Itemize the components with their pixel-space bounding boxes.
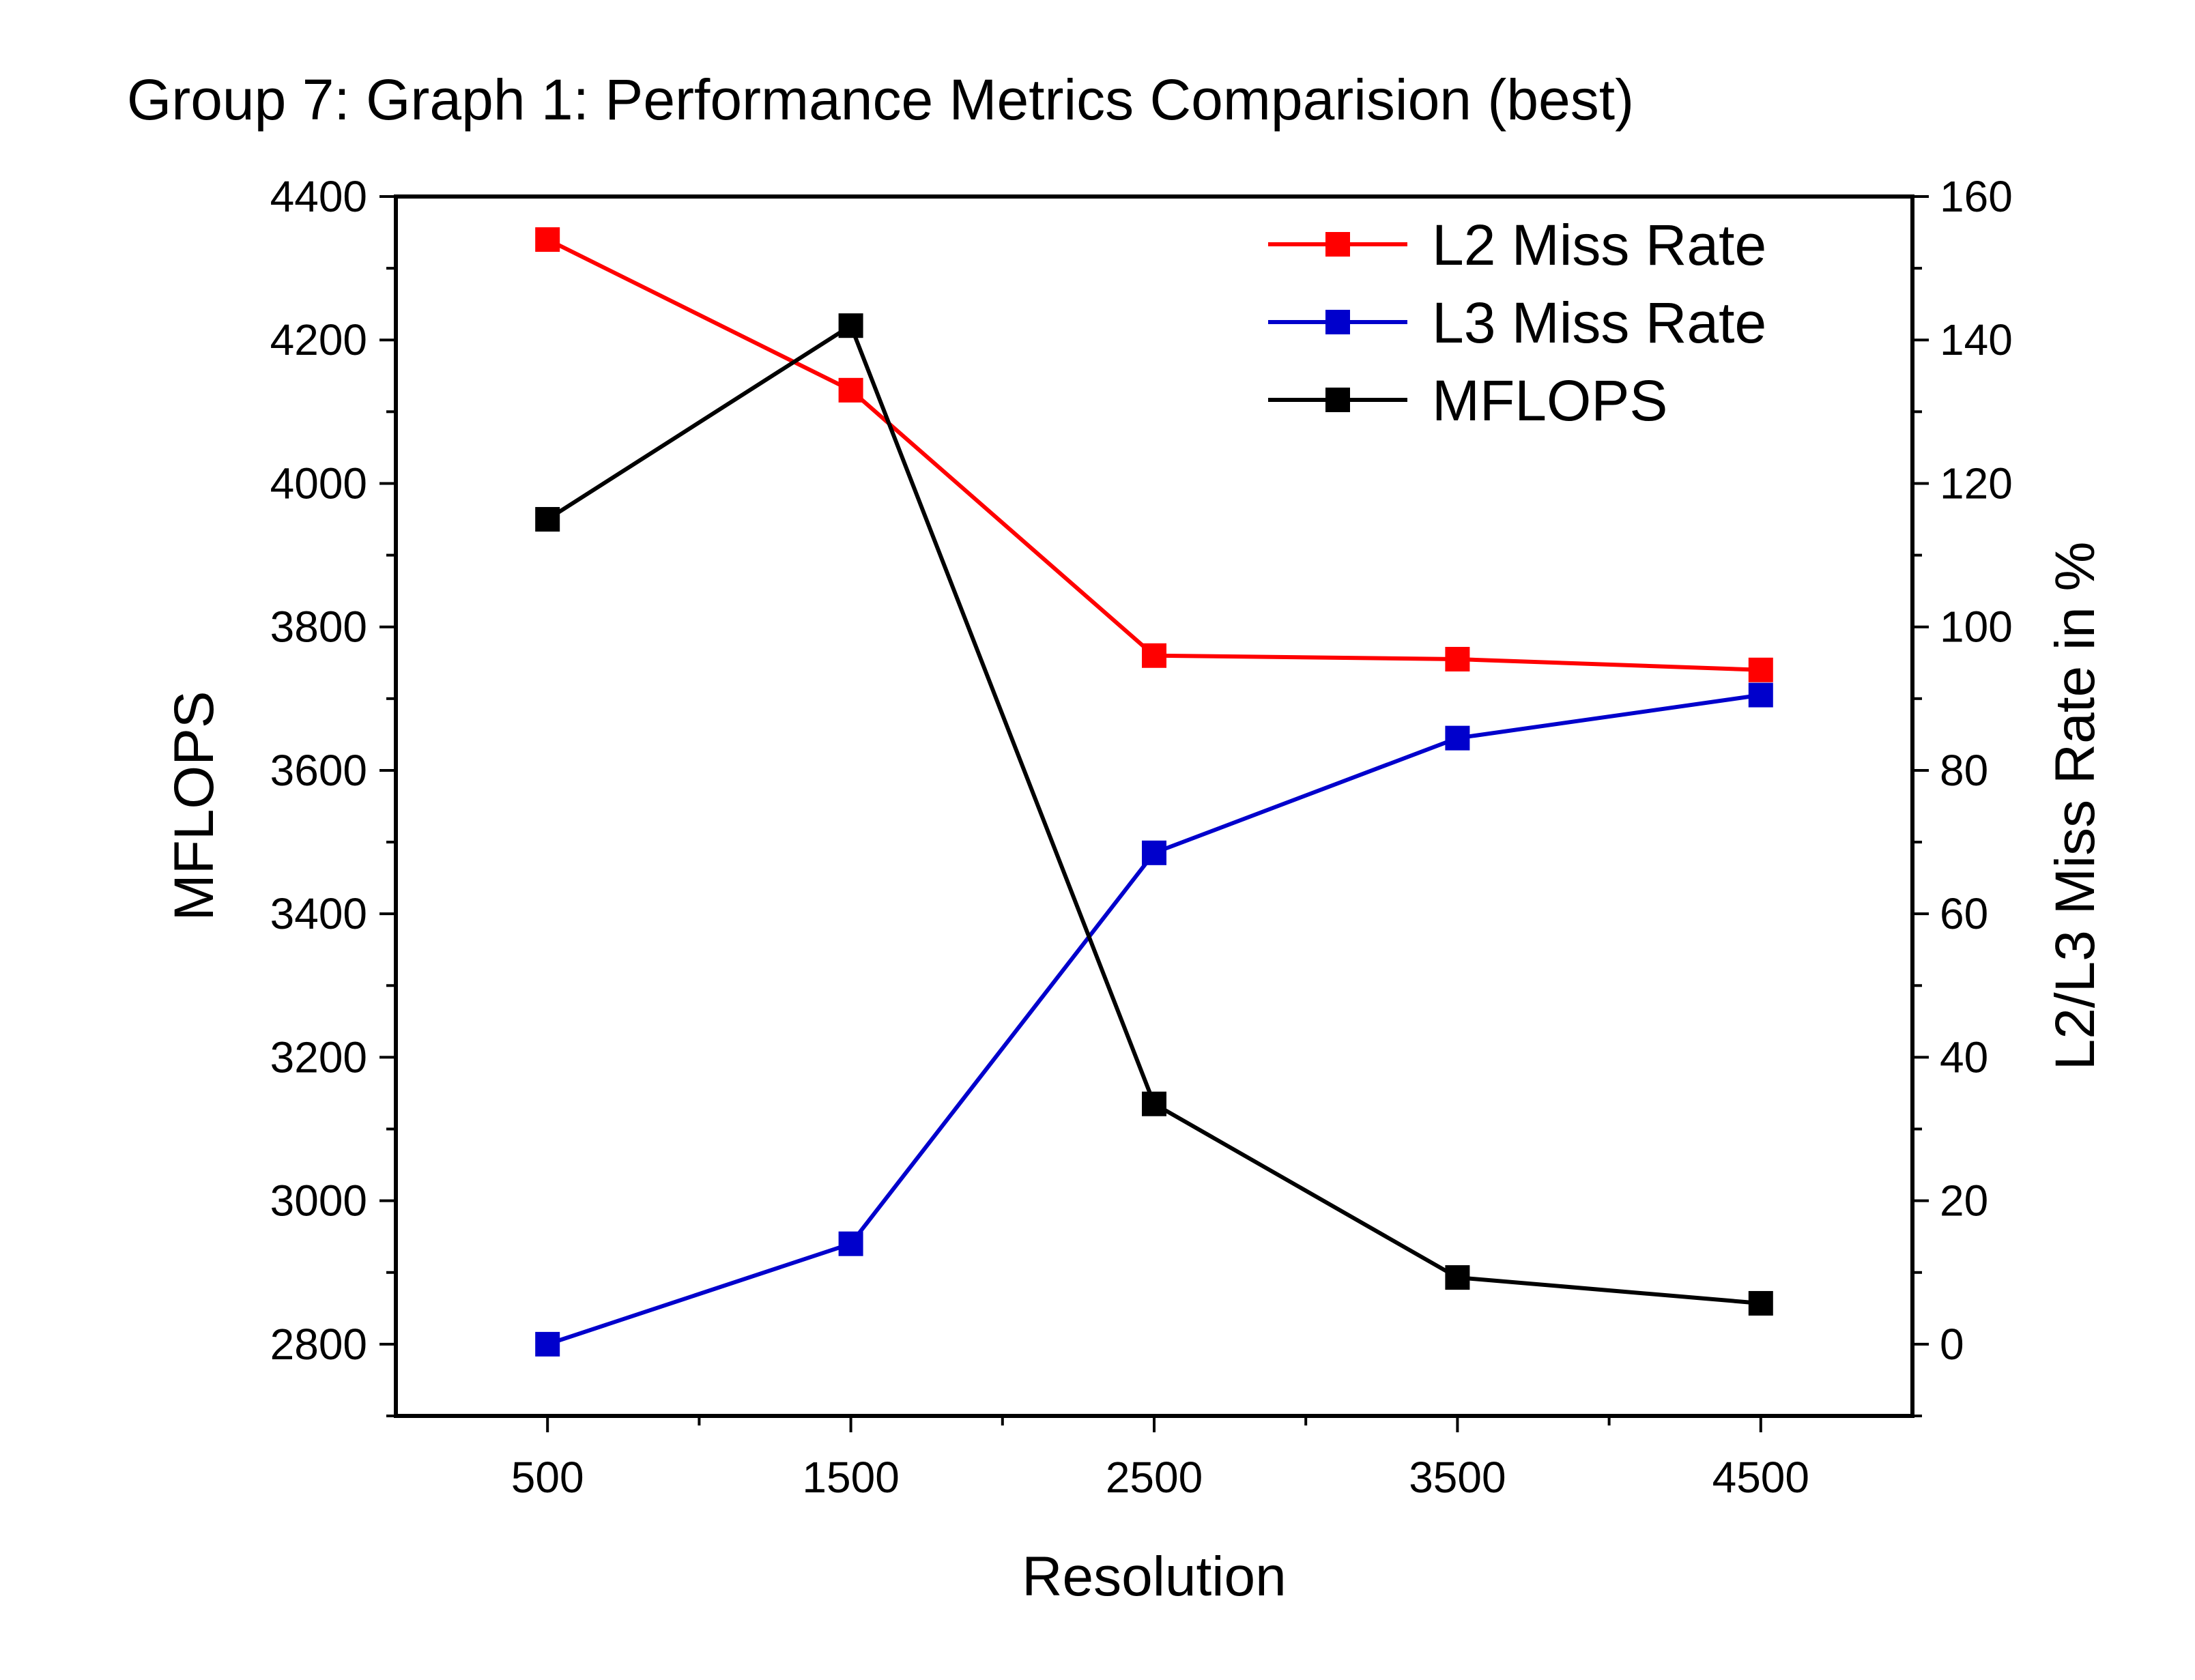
data-point-mflops: [838, 313, 863, 338]
legend-label: L2 Miss Rate: [1432, 213, 1766, 277]
data-point-l2-miss-rate: [535, 227, 560, 252]
chart-title: Group 7: Graph 1: Performance Metrics Co…: [127, 68, 1634, 132]
y-right-tick-label: 20: [1940, 1176, 1988, 1226]
legend-label: MFLOPS: [1432, 368, 1667, 433]
legend-marker: [1325, 388, 1350, 412]
plot-frame: [394, 194, 1914, 1418]
y-left-tick-label: 4400: [270, 172, 367, 221]
y-right-tick-label: 160: [1940, 172, 2013, 221]
y-left-tick-label: 3200: [270, 1032, 367, 1082]
legend: L2 Miss Rate L3 Miss Rate MFLOPS: [1268, 213, 1766, 433]
data-point-mflops: [1142, 1091, 1166, 1116]
y-right-tick-label: 140: [1940, 315, 2013, 364]
data-point-mflops: [1445, 1265, 1470, 1290]
y-right-tick-label: 60: [1940, 889, 1988, 938]
data-point-mflops: [535, 507, 560, 532]
data-point-l3-miss-rate: [1445, 725, 1470, 751]
data-point-l2-miss-rate: [1142, 643, 1166, 668]
x-tick-label: 4500: [1712, 1453, 1809, 1502]
axes: [394, 194, 1914, 1418]
y-right-tick-label: 120: [1940, 459, 2013, 508]
y-axis-right-title: L2/L3 Miss Rate in %: [2044, 542, 2106, 1071]
data-point-l3-miss-rate: [1142, 840, 1166, 865]
data-point-l3-miss-rate: [535, 1331, 560, 1357]
ticks: [379, 195, 1929, 1432]
y-left-tick-label: 3000: [270, 1176, 367, 1226]
data-point-l3-miss-rate: [1748, 682, 1773, 708]
y-left-tick-label: 2800: [270, 1320, 367, 1369]
data-point-mflops: [1748, 1290, 1773, 1316]
x-tick-label: 500: [511, 1453, 584, 1502]
series-layer: [535, 227, 1773, 1357]
y-left-tick-label: 3800: [270, 603, 367, 652]
y-right-tick-label: 40: [1940, 1032, 1988, 1082]
y-left-tick-label: 4000: [270, 459, 367, 508]
y-right-tick-label: 0: [1940, 1320, 1964, 1369]
y-left-tick-label: 3600: [270, 746, 367, 795]
data-point-l3-miss-rate: [838, 1231, 863, 1256]
series-line-mflops: [546, 322, 1762, 1305]
y-axis-left-title: MFLOPS: [163, 691, 225, 921]
series-line-l3-miss-rate: [547, 693, 1762, 1346]
x-tick-label: 3500: [1409, 1453, 1506, 1502]
legend-label: L3 Miss Rate: [1432, 291, 1766, 355]
data-point-l2-miss-rate: [838, 377, 863, 403]
legend-marker: [1325, 310, 1350, 334]
y-right-tick-label: 100: [1940, 603, 2013, 652]
y-left-tick-label: 4200: [270, 315, 367, 364]
data-point-l2-miss-rate: [1445, 647, 1470, 672]
x-tick-label: 2500: [1106, 1453, 1203, 1502]
y-right-tick-label: 80: [1940, 746, 1988, 795]
x-axis-title: Resolution: [1022, 1546, 1286, 1608]
tick-labels: 500 1500 2500 3500 4500 2800 3000 3200 3400 3600 3…: [270, 172, 2013, 1502]
data-point-l2-miss-rate: [1748, 657, 1773, 682]
y-left-tick-label: 3400: [270, 889, 367, 938]
x-tick-label: 1500: [802, 1453, 899, 1502]
legend-marker: [1325, 232, 1350, 257]
